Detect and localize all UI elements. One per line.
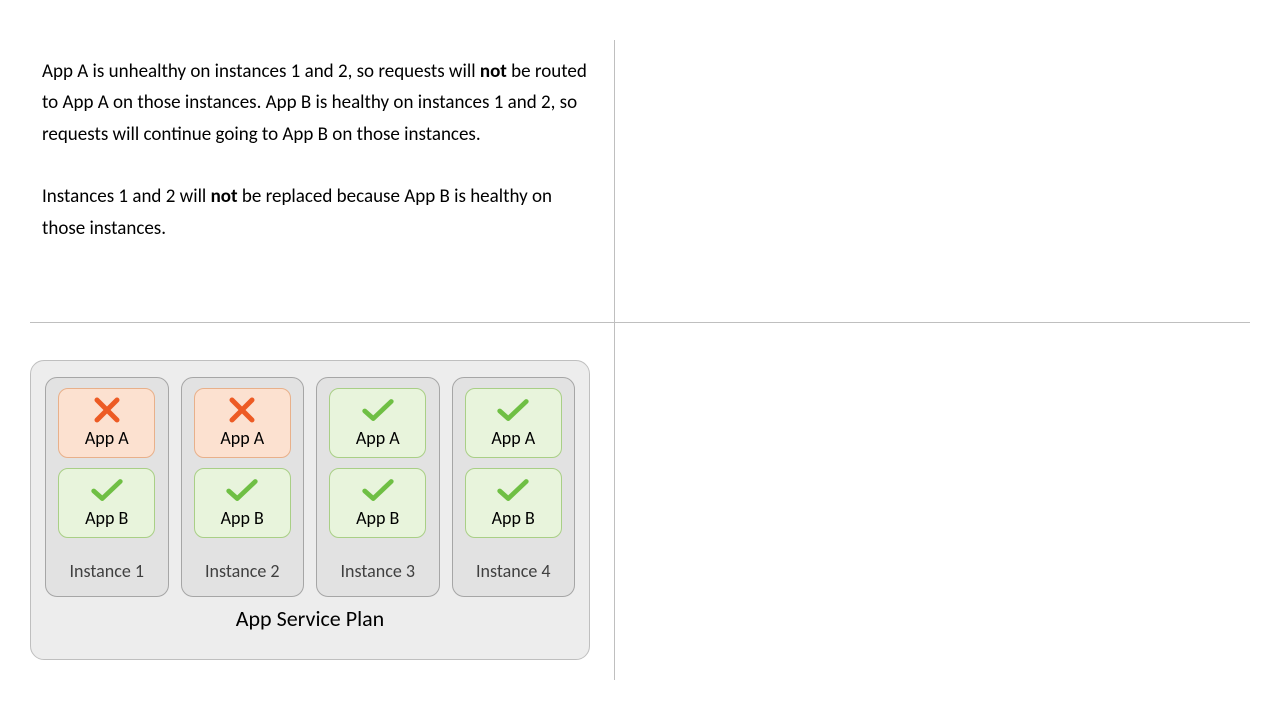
app-label: App B xyxy=(85,507,128,529)
instance-label: Instance 1 xyxy=(70,560,144,582)
app-label: App A xyxy=(85,427,129,449)
check-icon xyxy=(88,475,126,505)
check-icon xyxy=(88,475,126,505)
app-label: App B xyxy=(356,507,399,529)
check-icon xyxy=(494,395,532,425)
cross-icon xyxy=(223,395,261,425)
instance-label: Instance 3 xyxy=(341,560,415,582)
check-icon xyxy=(494,475,532,505)
check-icon xyxy=(223,475,261,505)
cross-icon xyxy=(223,395,261,425)
check-icon xyxy=(359,395,397,425)
cross-icon xyxy=(88,395,126,425)
check-icon xyxy=(494,395,532,425)
app-label: App B xyxy=(221,507,264,529)
instance: App A App B Instance 1 xyxy=(45,377,169,597)
check-icon xyxy=(359,475,397,505)
left-plan-title: App Service Plan xyxy=(45,605,575,632)
instance-label: Instance 2 xyxy=(205,560,279,582)
page: App A is unhealthy on instances 1 and 2,… xyxy=(0,0,1280,720)
instance: App A App B Instance 2 xyxy=(181,377,305,597)
app-box: App B xyxy=(329,468,426,538)
left-column: App A is unhealthy on instances 1 and 2,… xyxy=(0,0,640,720)
instance: App A App B Instance 3 xyxy=(316,377,440,597)
app-box: App B xyxy=(58,468,155,538)
check-icon xyxy=(223,475,261,505)
instance: App A App B Instance 4 xyxy=(452,377,576,597)
app-label: App A xyxy=(220,427,264,449)
left-plan-panel: App A App B Instance 1 App A App B Instance 2… xyxy=(30,360,590,660)
left-instances-row: App A App B Instance 1 App A App B Instance 2… xyxy=(45,377,575,597)
app-box: App B xyxy=(194,468,291,538)
app-label: App A xyxy=(491,427,535,449)
app-box: App A xyxy=(194,388,291,458)
app-box: App A xyxy=(329,388,426,458)
check-icon xyxy=(359,395,397,425)
app-label: App A xyxy=(356,427,400,449)
app-box: App A xyxy=(58,388,155,458)
instance-label: Instance 4 xyxy=(476,560,550,582)
right-column: Apps A and B are both unhealthy on insta… xyxy=(640,0,1280,720)
check-icon xyxy=(494,475,532,505)
left-description: App A is unhealthy on instances 1 and 2,… xyxy=(42,56,590,244)
app-box: App B xyxy=(465,468,562,538)
cross-icon xyxy=(88,395,126,425)
check-icon xyxy=(359,475,397,505)
app-box: App A xyxy=(465,388,562,458)
app-label: App B xyxy=(492,507,535,529)
